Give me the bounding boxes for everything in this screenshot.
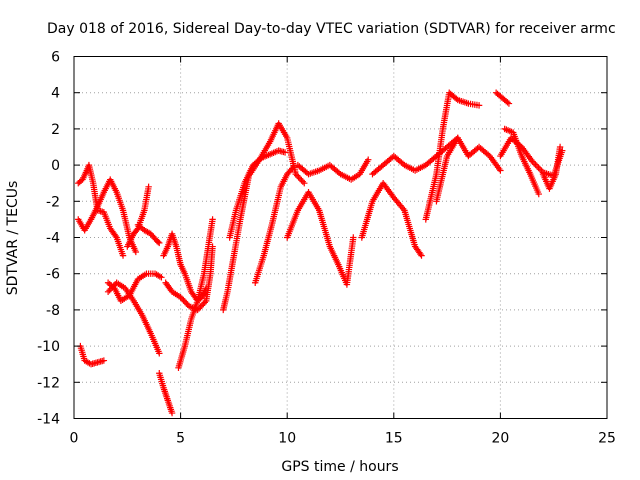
data-point — [289, 165, 296, 172]
data-point — [350, 234, 357, 241]
y-tick-label: -2 — [46, 194, 60, 210]
x-tick-label: 25 — [598, 431, 616, 447]
data-point — [177, 294, 184, 301]
data-point — [365, 156, 372, 163]
data-point — [298, 176, 305, 184]
track-14 — [252, 163, 297, 286]
data-point — [399, 160, 407, 168]
x-tick-label: 20 — [491, 431, 509, 447]
track-23 — [501, 125, 542, 198]
data-points — [75, 89, 566, 417]
data-point — [133, 226, 141, 234]
y-tick-label: 0 — [51, 158, 60, 174]
data-point — [156, 350, 163, 357]
data-point — [181, 298, 189, 305]
data-point — [497, 167, 504, 174]
y-tick-label: 2 — [51, 122, 60, 138]
track-16 — [294, 156, 372, 183]
data-point — [112, 232, 119, 240]
y-tick-label: 4 — [51, 86, 60, 102]
data-point — [104, 288, 112, 295]
track-4 — [134, 221, 163, 247]
y-tick-label: 6 — [51, 50, 60, 66]
chart-title: Day 018 of 2016, Sidereal Day-to-day VTE… — [47, 21, 616, 37]
track-11 — [175, 216, 216, 372]
data-point — [335, 169, 343, 177]
data-point — [180, 297, 187, 304]
data-point — [106, 287, 113, 294]
data-point — [504, 99, 511, 106]
x-axis-label: GPS time / hours — [281, 459, 398, 475]
track-19 — [422, 89, 483, 223]
track-20 — [433, 134, 504, 205]
data-point — [417, 250, 424, 258]
data-point — [532, 161, 539, 168]
data-point — [168, 409, 176, 417]
data-point — [183, 300, 190, 307]
data-point — [100, 357, 108, 364]
data-point — [281, 149, 289, 156]
data-point — [292, 170, 299, 178]
track-24 — [539, 143, 564, 192]
x-tick-label: 15 — [385, 431, 403, 447]
axis-ticks: 0 5 10 15 20 25 -14 -12 -10 -8 -6 -4 -2 0 2 4 6 — [37, 50, 616, 447]
x-tick-label: 0 — [70, 431, 79, 447]
plot-frame — [73, 56, 608, 419]
data-point — [119, 252, 127, 259]
track-17 — [358, 180, 425, 259]
track-1 — [75, 161, 127, 259]
track-7 — [104, 279, 163, 357]
y-tick-label: -4 — [46, 231, 60, 247]
data-point — [145, 183, 152, 191]
track-21 — [492, 89, 513, 107]
data-point — [536, 166, 544, 173]
track-15 — [284, 189, 357, 288]
y-axis-label: SDTVAR / TECUs — [5, 181, 21, 296]
track-5 — [77, 342, 108, 368]
data-point — [156, 239, 163, 247]
data-point — [201, 299, 208, 306]
data-point — [475, 102, 483, 109]
track-8 — [156, 370, 176, 417]
data-point — [107, 285, 115, 292]
data-point — [556, 143, 564, 151]
data-point — [155, 238, 162, 246]
x-tick-label: 10 — [278, 431, 296, 447]
data-point — [109, 284, 116, 291]
data-point — [290, 163, 297, 171]
data-point — [110, 282, 117, 289]
data-point — [533, 162, 541, 170]
y-tick-label: -6 — [46, 267, 60, 283]
y-tick-label: -8 — [46, 303, 60, 319]
x-tick-label: 5 — [176, 431, 185, 447]
data-point — [178, 295, 186, 302]
track-2 — [75, 176, 140, 256]
data-point — [200, 300, 207, 308]
data-point — [535, 190, 542, 198]
data-point — [293, 172, 301, 179]
data-point — [299, 178, 307, 185]
data-point — [535, 164, 542, 171]
data-point — [209, 216, 216, 223]
y-tick-label: -14 — [37, 412, 60, 428]
y-tick-label: -12 — [37, 375, 60, 391]
y-tick-label: -10 — [37, 339, 60, 355]
data-point — [295, 173, 302, 181]
data-point — [301, 180, 308, 187]
track-13 — [226, 147, 289, 241]
data-point — [198, 302, 206, 309]
data-point — [418, 252, 425, 259]
data-point — [132, 248, 140, 256]
track-3 — [124, 183, 152, 250]
data-point — [158, 274, 165, 281]
grid — [74, 56, 607, 419]
data-point — [296, 175, 304, 182]
data-point — [505, 100, 513, 107]
